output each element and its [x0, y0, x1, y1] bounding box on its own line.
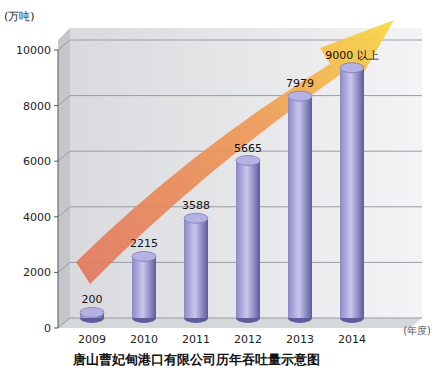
grid-line [70, 95, 422, 96]
bar [132, 256, 156, 318]
chart-container: 0 2000 4000 6000 8000 10000 200 2215 3588 5665 797… [0, 0, 436, 372]
bar-top [340, 63, 364, 73]
grid-line-side [58, 96, 70, 106]
data-label: 7979 [286, 77, 314, 90]
y-tick-label: 4000 [23, 211, 51, 224]
y-axis [58, 50, 59, 328]
bar-top [236, 156, 260, 166]
x-axis-label: (年度) [403, 325, 431, 336]
x-tick-label: 2012 [234, 333, 262, 346]
chart-title: 唐山曹妃甸港口有限公司历年吞吐量示意图 [72, 352, 320, 367]
y-tick-label: 2000 [23, 266, 51, 279]
y-tick [54, 216, 58, 217]
y-tick-label: 8000 [23, 100, 51, 113]
y-tick-label: 6000 [23, 155, 51, 168]
data-label: 2215 [130, 237, 158, 250]
data-label: 9000 以上 [325, 49, 379, 62]
grid-line-side [58, 262, 70, 272]
side-wall [58, 28, 70, 328]
grid-line-side [58, 40, 70, 50]
data-label: 5665 [234, 142, 262, 155]
bar-top [132, 251, 156, 261]
bar-top [288, 91, 312, 101]
chart-svg: 0 2000 4000 6000 8000 10000 200 2215 3588 5665 797… [0, 0, 436, 372]
bar [340, 68, 364, 318]
y-tick [54, 272, 58, 273]
bars [80, 63, 364, 323]
bar-top [80, 307, 104, 317]
x-tick-label: 2009 [78, 333, 106, 346]
y-tick [54, 161, 58, 162]
y-tick [54, 105, 58, 106]
x-tick-label: 2014 [338, 333, 366, 346]
bar [184, 218, 208, 318]
bar-top [184, 213, 208, 223]
grid-line-side [58, 207, 70, 217]
y-tick-label: 10000 [16, 44, 51, 57]
y-axis-label: (万吨) [4, 10, 35, 23]
y-tick [54, 50, 58, 51]
data-label: 200 [82, 293, 103, 306]
x-tick-label: 2013 [286, 333, 314, 346]
bar [236, 161, 260, 318]
y-tick [54, 328, 58, 329]
grid-line-side [58, 151, 70, 161]
grid-line-side [58, 318, 70, 328]
back-wall [70, 28, 422, 318]
x-tick-label: 2011 [182, 333, 210, 346]
x-tick-label: 2010 [130, 333, 158, 346]
data-label: 3588 [182, 199, 210, 212]
bar [288, 96, 312, 318]
y-tick-label: 0 [44, 322, 51, 335]
